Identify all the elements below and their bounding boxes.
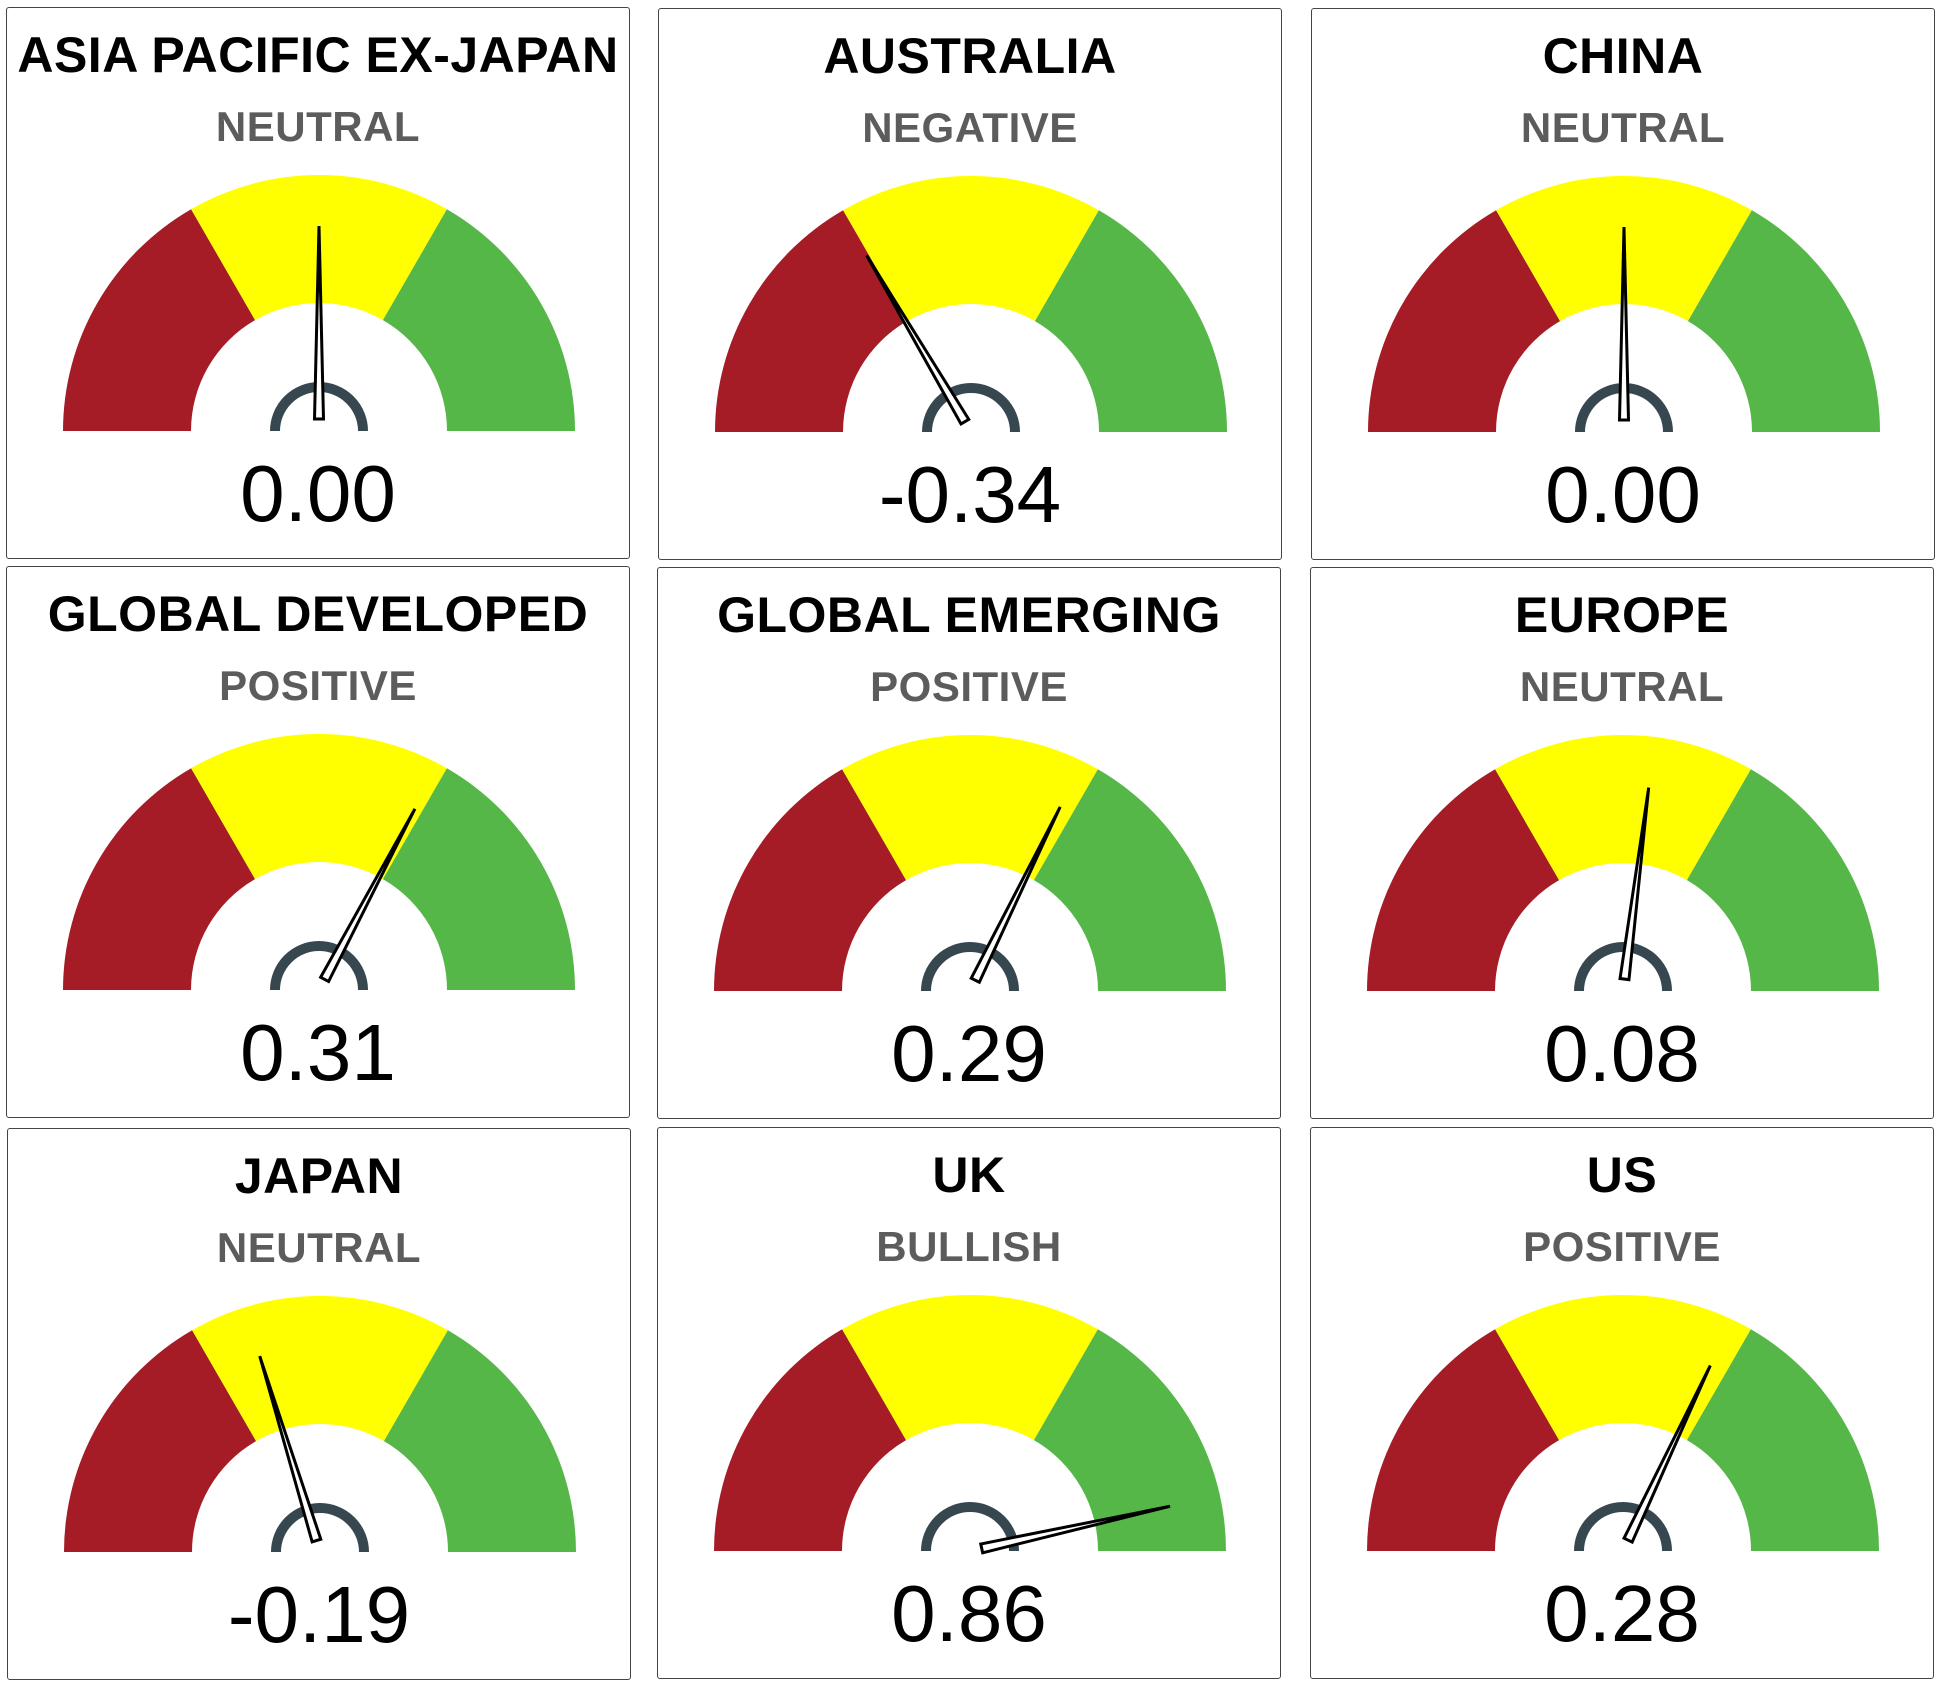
gauge-band-1 xyxy=(714,769,907,991)
gauge-hub xyxy=(271,1503,369,1553)
gauge-band-3 xyxy=(382,209,575,431)
gauge-value: 0.08 xyxy=(1544,1009,1700,1098)
gauge-band-3 xyxy=(383,1330,576,1552)
gauge-needle xyxy=(969,806,1062,985)
gauge-band-2 xyxy=(843,176,1099,322)
gauge-band-1 xyxy=(1368,210,1561,432)
gauge-band-1 xyxy=(64,1330,257,1552)
gauge-needle xyxy=(258,1355,323,1544)
gauge-band-1 xyxy=(714,1329,907,1551)
gauge-dial xyxy=(1367,1295,1879,1552)
gauge-title: AUSTRALIA xyxy=(823,28,1117,84)
gauge-status: NEUTRAL xyxy=(216,1224,422,1271)
gauge-value: 0.86 xyxy=(891,1569,1047,1658)
gauge-status: POSITIVE xyxy=(870,663,1068,710)
gauge-title: UK xyxy=(932,1147,1006,1203)
gauge-title: JAPAN xyxy=(234,1148,404,1204)
gauge-value: 0.31 xyxy=(240,1008,396,1097)
gauge-band-3 xyxy=(1686,769,1879,991)
gauge-panel-europe: EUROPE NEUTRAL 0.08 xyxy=(1310,567,1934,1119)
gauge-status: NEUTRAL xyxy=(1520,104,1726,151)
gauge-panel-china: CHINA NEUTRAL 0.00 xyxy=(1311,8,1935,560)
gauge-hub xyxy=(921,1502,1019,1552)
gauge-value: 0.29 xyxy=(891,1009,1047,1098)
gauge-band-3 xyxy=(1033,769,1226,991)
gauge-title: ASIA PACIFIC EX-JAPAN xyxy=(17,27,619,83)
gauge-band-1 xyxy=(715,210,908,432)
gauge-title: EUROPE xyxy=(1514,587,1730,643)
gauge-dial xyxy=(1367,735,1879,992)
gauge-status: NEUTRAL xyxy=(1519,663,1725,710)
gauge-dial xyxy=(63,734,575,991)
gauge-dial xyxy=(63,175,575,432)
gauge-status: BULLISH xyxy=(876,1223,1062,1270)
gauge-status: POSITIVE xyxy=(1523,1223,1721,1270)
gauge-band-2 xyxy=(1495,1295,1751,1441)
gauge-panel-japan: JAPAN NEUTRAL -0.19 xyxy=(7,1128,631,1680)
gauge-needle xyxy=(865,254,971,427)
gauge-band-3 xyxy=(1034,210,1227,432)
gauge-panel-global-developed: GLOBAL DEVELOPED POSITIVE 0.31 xyxy=(6,566,630,1118)
gauge-hub xyxy=(270,941,368,991)
gauge-value: -0.34 xyxy=(878,450,1062,539)
gauge-needle xyxy=(1617,226,1631,422)
gauge-title: GLOBAL EMERGING xyxy=(717,587,1221,643)
gauge-value: 0.28 xyxy=(1544,1569,1700,1658)
gauge-panel-asia-pacific-ex-japan: ASIA PACIFIC EX-JAPAN NEUTRAL 0.00 xyxy=(6,7,630,559)
gauge-band-2 xyxy=(192,1296,448,1442)
gauge-panel-global-emerging: GLOBAL EMERGING POSITIVE 0.29 xyxy=(657,567,1281,1119)
gauge-band-2 xyxy=(191,734,447,880)
gauge-value: 0.00 xyxy=(240,449,396,538)
gauge-band-3 xyxy=(1687,210,1880,432)
gauge-band-3 xyxy=(1686,1329,1879,1551)
gauge-band-3 xyxy=(382,768,575,990)
gauge-dial xyxy=(715,176,1227,433)
gauge-needle xyxy=(1618,787,1651,982)
gauge-panel-us: US POSITIVE 0.28 xyxy=(1310,1127,1934,1679)
gauge-band-1 xyxy=(63,209,256,431)
gauge-band-2 xyxy=(1495,735,1751,881)
gauge-hub xyxy=(921,942,1019,992)
gauge-title: CHINA xyxy=(1542,28,1704,84)
gauge-status: NEGATIVE xyxy=(862,104,1078,151)
gauge-hub xyxy=(1574,1502,1672,1552)
gauge-band-2 xyxy=(842,1295,1098,1441)
gauge-panel-australia: AUSTRALIA NEGATIVE -0.34 xyxy=(658,8,1282,560)
gauge-dial xyxy=(714,735,1226,992)
gauge-title: US xyxy=(1586,1147,1658,1203)
gauge-dial xyxy=(1368,176,1880,433)
gauge-band-3 xyxy=(1033,1329,1226,1551)
gauge-status: POSITIVE xyxy=(219,662,417,709)
gauge-hub xyxy=(922,383,1020,433)
gauge-needle xyxy=(978,1504,1171,1555)
gauge-hub xyxy=(1574,942,1672,992)
gauge-title: GLOBAL DEVELOPED xyxy=(47,586,589,642)
gauge-needle xyxy=(318,808,417,984)
gauge-dial xyxy=(714,1295,1226,1555)
gauge-panel-uk: UK BULLISH 0.86 xyxy=(657,1127,1281,1679)
gauge-band-1 xyxy=(63,768,256,990)
gauge-value: 0.00 xyxy=(1545,450,1701,539)
gauge-status: NEUTRAL xyxy=(215,103,421,150)
gauge-needle xyxy=(312,225,326,421)
gauge-value: -0.19 xyxy=(227,1570,411,1659)
gauge-band-2 xyxy=(842,735,1098,881)
gauge-needle xyxy=(1622,1364,1712,1545)
gauge-dial xyxy=(64,1296,576,1553)
gauge-band-1 xyxy=(1367,1329,1560,1551)
gauge-band-1 xyxy=(1367,769,1560,991)
